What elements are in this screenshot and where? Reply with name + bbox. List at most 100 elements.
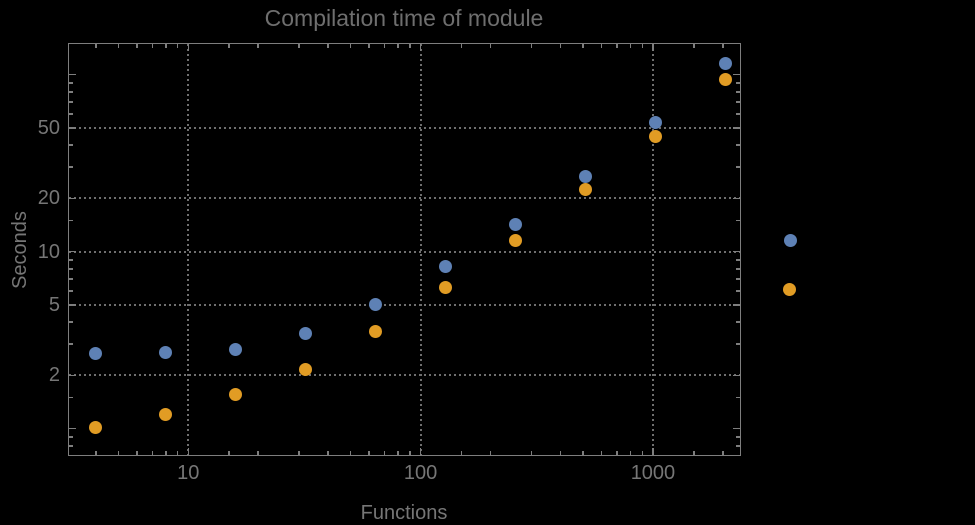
y-tick-mark xyxy=(68,250,76,253)
x-tick-mark xyxy=(187,43,190,51)
y-tick-mark xyxy=(68,197,76,200)
x-tick-mark xyxy=(559,451,562,455)
y-tick-mark xyxy=(736,113,740,115)
x-tick-mark xyxy=(176,451,179,455)
x-tick-mark xyxy=(641,451,644,455)
plot-area xyxy=(67,42,741,456)
y-tick-mark xyxy=(68,82,73,84)
x-tick-mark xyxy=(419,43,422,51)
data-point-series-2-orange xyxy=(648,129,662,143)
x-tick-mark xyxy=(257,451,259,455)
x-tick-mark xyxy=(298,451,300,455)
data-point-series-2-orange xyxy=(89,420,103,434)
legend-marker-series-1 xyxy=(784,234,797,247)
y-tick-mark xyxy=(68,166,73,168)
y-tick-mark xyxy=(736,343,740,345)
x-tick-mark xyxy=(722,43,724,48)
x-axis-label: Functions xyxy=(360,502,448,524)
data-point-series-2-orange xyxy=(299,363,313,377)
x-tick-mark xyxy=(228,43,230,48)
x-tick-mark xyxy=(460,451,463,455)
y-tick-mark xyxy=(736,91,740,93)
x-tick-mark xyxy=(327,43,329,48)
data-point-series-2-orange xyxy=(578,182,592,196)
y-tick-mark xyxy=(68,113,73,115)
y-tick-mark xyxy=(736,268,740,270)
h-gridline xyxy=(68,126,740,129)
y-tick-mark xyxy=(68,445,73,447)
x-tick-mark xyxy=(117,451,120,455)
data-point-series-1-blue xyxy=(718,56,732,70)
y-tick-mark xyxy=(68,343,73,345)
x-tick-mark xyxy=(95,451,97,455)
data-point-series-1-blue xyxy=(369,298,383,312)
x-tick-mark xyxy=(600,451,603,455)
x-tick-mark xyxy=(136,43,138,48)
x-tick-mark xyxy=(559,43,562,48)
y-tick-mark xyxy=(736,445,740,447)
v-gridline xyxy=(419,43,422,455)
y-tick-mark xyxy=(736,166,740,168)
data-point-series-2-orange xyxy=(369,324,383,338)
data-point-series-2-orange xyxy=(159,408,173,422)
y-tick-mark xyxy=(733,374,740,377)
x-tick-mark xyxy=(629,451,632,455)
data-point-series-1-blue xyxy=(578,170,592,184)
y-tick-label: 50 xyxy=(37,116,60,139)
x-tick-mark xyxy=(530,43,533,48)
data-point-series-1-blue xyxy=(229,343,243,357)
y-tick-mark xyxy=(68,374,76,377)
x-tick-mark xyxy=(117,43,120,48)
y-tick-mark xyxy=(733,304,740,306)
x-tick-mark xyxy=(228,451,230,455)
y-tick-mark xyxy=(68,101,73,103)
x-tick-mark xyxy=(176,43,179,48)
y-tick-mark xyxy=(68,278,73,280)
legend-marker-series-2 xyxy=(783,283,796,296)
y-tick-mark xyxy=(736,82,740,84)
x-tick-mark xyxy=(582,451,584,455)
x-tick-mark xyxy=(409,43,411,48)
x-tick-mark xyxy=(257,43,259,48)
y-tick-mark xyxy=(733,427,740,430)
h-gridline xyxy=(68,374,740,377)
x-tick-mark xyxy=(460,43,463,48)
x-tick-mark xyxy=(165,43,167,48)
plot-frame xyxy=(67,42,741,456)
data-point-series-1-blue xyxy=(439,260,453,274)
x-tick-mark xyxy=(95,43,97,48)
x-tick-mark xyxy=(489,451,492,455)
x-tick-mark xyxy=(409,451,411,455)
y-tick-mark xyxy=(68,427,76,430)
data-point-series-2-orange xyxy=(229,388,243,402)
x-tick-mark xyxy=(693,451,695,455)
x-tick-mark xyxy=(489,43,492,48)
x-tick-label: 10 xyxy=(177,462,200,484)
x-tick-mark xyxy=(327,451,329,455)
data-point-series-1-blue xyxy=(508,218,522,232)
h-gridline xyxy=(68,197,740,200)
x-tick-mark xyxy=(383,451,386,455)
x-tick-mark xyxy=(693,43,695,48)
y-tick-mark xyxy=(736,436,740,438)
y-tick-label: 20 xyxy=(37,187,60,210)
x-tick-mark xyxy=(383,43,386,48)
y-tick-mark xyxy=(733,73,740,76)
x-tick-mark xyxy=(397,43,399,48)
y-tick-mark xyxy=(736,101,740,103)
x-tick-mark xyxy=(165,451,167,455)
x-tick-mark xyxy=(641,43,644,48)
x-tick-mark xyxy=(397,451,399,455)
y-tick-mark xyxy=(68,259,73,261)
y-tick-label: 10 xyxy=(37,240,60,263)
x-tick-mark xyxy=(151,451,154,455)
v-gridline xyxy=(651,43,654,455)
x-tick-mark xyxy=(616,451,618,455)
y-tick-mark xyxy=(68,91,73,93)
y-tick-mark xyxy=(736,144,740,146)
x-tick-mark xyxy=(136,451,138,455)
data-point-series-1-blue xyxy=(299,326,313,340)
x-tick-mark xyxy=(616,43,618,48)
y-tick-mark xyxy=(68,396,73,399)
